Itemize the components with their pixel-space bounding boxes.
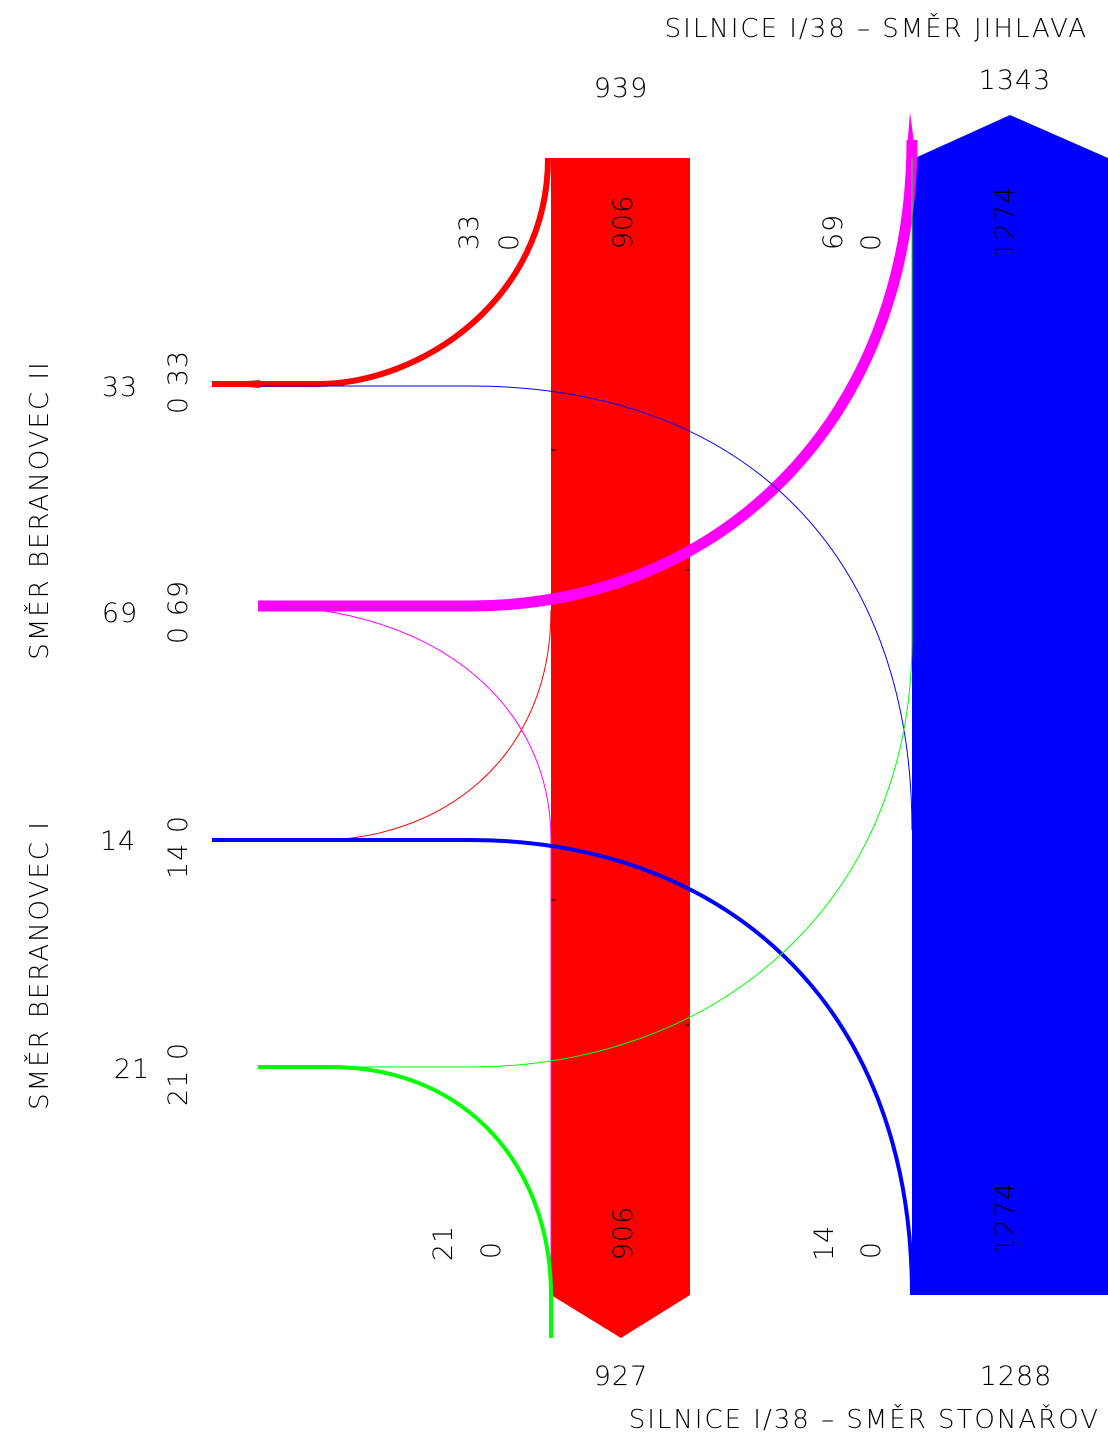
green-right-label: 21 [428,1225,459,1261]
magenta-turn-thick [258,139,918,612]
title-left-upper: SMĚR BERANOVEC II [23,360,55,659]
beranovec-i-lower-total: 21 [114,1054,150,1085]
blue-turn-thin [260,385,913,831]
magenta-turn-thin [257,605,552,1295]
magenta-arrow-tip [907,112,915,150]
southbound-through-band [551,158,690,1338]
magenta-zero-label: 0 [856,233,887,251]
through-south-top: 906 [608,195,639,250]
beranovec-i-upper-total: 14 [100,826,136,857]
green-turn-thin [258,158,913,1068]
title-left-lower: SMĚR BERANOVEC I [23,820,55,1110]
beranovec-i-upper-split: 14 0 [163,815,194,879]
blue-turn-thick [212,838,914,1296]
title-top: SILNICE I/38 – SMĚR JIHLAVA [665,12,1088,44]
north-total-bottom: 1288 [980,1361,1053,1392]
magenta-right-label: 69 [818,214,849,250]
red-right-label: 33 [454,214,485,250]
beranovec-ii-upper-total: 33 [102,372,138,403]
title-bottom: SILNICE I/38 – SMĚR STONAŘOV [629,1403,1100,1435]
beranovec-ii-upper-split: 0 33 [163,350,194,414]
through-south-bottom: 906 [608,1206,639,1261]
beranovec-ii-lower-total: 69 [102,598,138,629]
south-total-bottom: 927 [594,1361,649,1392]
blue-right-label: 14 [809,1225,840,1261]
red-zero-label: 0 [494,233,525,251]
green-turn-thick [258,1065,553,1338]
blue-zero-label: 0 [856,1241,887,1259]
red-arrow-tip [212,380,260,388]
through-north-top: 1274 [990,186,1021,259]
green-zero-label: 0 [476,1241,507,1259]
band-ticks [551,449,690,1026]
north-total-top: 1343 [979,65,1052,96]
south-total-top: 939 [594,73,649,104]
red-turn-thin [212,609,552,841]
red-turn-thick [212,157,551,387]
beranovec-ii-lower-split: 0 69 [163,580,194,644]
through-north-bottom: 1274 [990,1182,1021,1255]
northbound-through-band [912,115,1108,1295]
beranovec-i-lower-split: 21 0 [163,1042,194,1106]
